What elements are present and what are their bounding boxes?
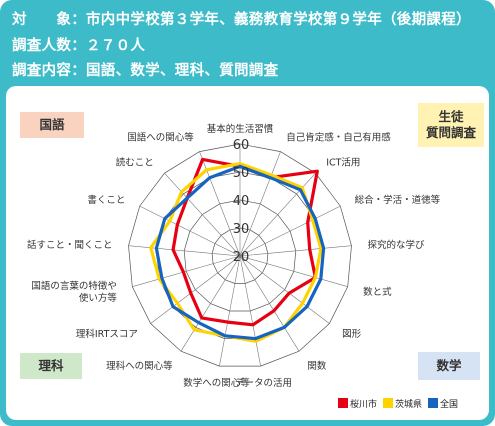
grid-spoke-6 <box>239 255 330 324</box>
grid-ring-4 <box>128 143 352 367</box>
axis-label-7: 関数 <box>307 360 327 372</box>
axis-label-14: 書くこと <box>87 194 125 206</box>
grid-spoke-2 <box>239 172 316 257</box>
legend-label-ibaraki: 茨城県 <box>395 399 423 410</box>
grid-spoke-4 <box>239 245 352 257</box>
axis-label-16: 国語への関心等 <box>127 132 194 144</box>
tick-label-0: 20 <box>233 250 250 265</box>
target-line: 対 象：市内中学校第３学年、義務教育学校第９学年（後期課程） <box>12 12 471 28</box>
series-line-2 <box>154 164 326 341</box>
axis-label-12: 国語の言葉の特徴や使い方等 <box>31 280 117 304</box>
axis-label-0: 基本的生活習慣 <box>207 123 274 135</box>
axis-label-8: データの活用 <box>235 377 292 389</box>
legend-label-sakuragawa: 桜川市 <box>350 399 378 410</box>
axis-label-15: 読むこと <box>116 156 154 168</box>
grid-spoke-14 <box>139 205 241 257</box>
legend: 桜川市 茨城県 全国 <box>338 392 488 414</box>
grid-ring-1 <box>211 227 269 284</box>
tick-label-1: 30 <box>233 222 250 237</box>
grid-spoke-10 <box>180 255 241 352</box>
tick-label-2: 40 <box>233 194 250 209</box>
tag-rika: 理科 <box>20 353 82 379</box>
chart-panel <box>6 86 489 420</box>
legend-item-zenkoku: 全国 <box>428 397 458 410</box>
legend-item-ibaraki: 茨城県 <box>383 397 422 410</box>
axis-label-2: ICT活用 <box>326 156 360 168</box>
legend-swatch-ibaraki <box>383 398 394 408</box>
tick-label-3: 50 <box>233 166 250 181</box>
axis-label-4: 探究的な学び <box>368 239 426 251</box>
grid-spoke-7 <box>239 255 300 352</box>
grid-ring-2 <box>183 199 297 312</box>
legend-swatch-zenkoku <box>428 398 439 408</box>
tick-label-4: 60 <box>233 138 250 153</box>
survey-header: 対 象：市内中学校第３学年、義務教育学校第９学年（後期課程） 調査人数：２７０人… <box>0 0 495 86</box>
grid-spoke-11 <box>150 255 241 324</box>
grid-spoke-1 <box>239 151 281 257</box>
axis-label-5: 数と式 <box>363 286 392 298</box>
grid-spoke-5 <box>239 255 348 287</box>
grid-spoke-9 <box>219 255 241 367</box>
axis-label-9: 数学への関心等 <box>183 377 250 389</box>
axis-label-10: 理科への関心等 <box>106 360 173 372</box>
legend-item-sakuragawa: 桜川市 <box>338 397 377 410</box>
content-line: 調査内容：国語、数学、理科、質問調査 <box>12 63 279 79</box>
grid-spoke-3 <box>239 205 341 257</box>
axis-label-6: 図形 <box>342 328 362 340</box>
legend-label-zenkoku: 全国 <box>440 399 459 410</box>
legend-swatch-sakuragawa <box>338 398 348 408</box>
tag-seito-survey: 生徒 質問調査 <box>418 103 484 147</box>
tag-sugaku: 数学 <box>418 352 480 380</box>
axis-label-3: 総合・学活・道徳等 <box>355 194 441 206</box>
count-line: 調査人数：２７０人 <box>12 38 146 54</box>
grid-spoke-13 <box>128 245 241 257</box>
axis-label-11: 理科IRTスコア <box>76 328 138 340</box>
grid-spoke-8 <box>239 255 261 367</box>
axis-label-13: 話すこと・聞くこと <box>27 239 113 251</box>
grid-spoke-15 <box>164 172 241 257</box>
axis-label-1: 自己肯定感・自己有用感 <box>286 132 391 144</box>
grid-spoke-12 <box>132 255 241 287</box>
tag-kokugo: 国語 <box>20 112 84 138</box>
